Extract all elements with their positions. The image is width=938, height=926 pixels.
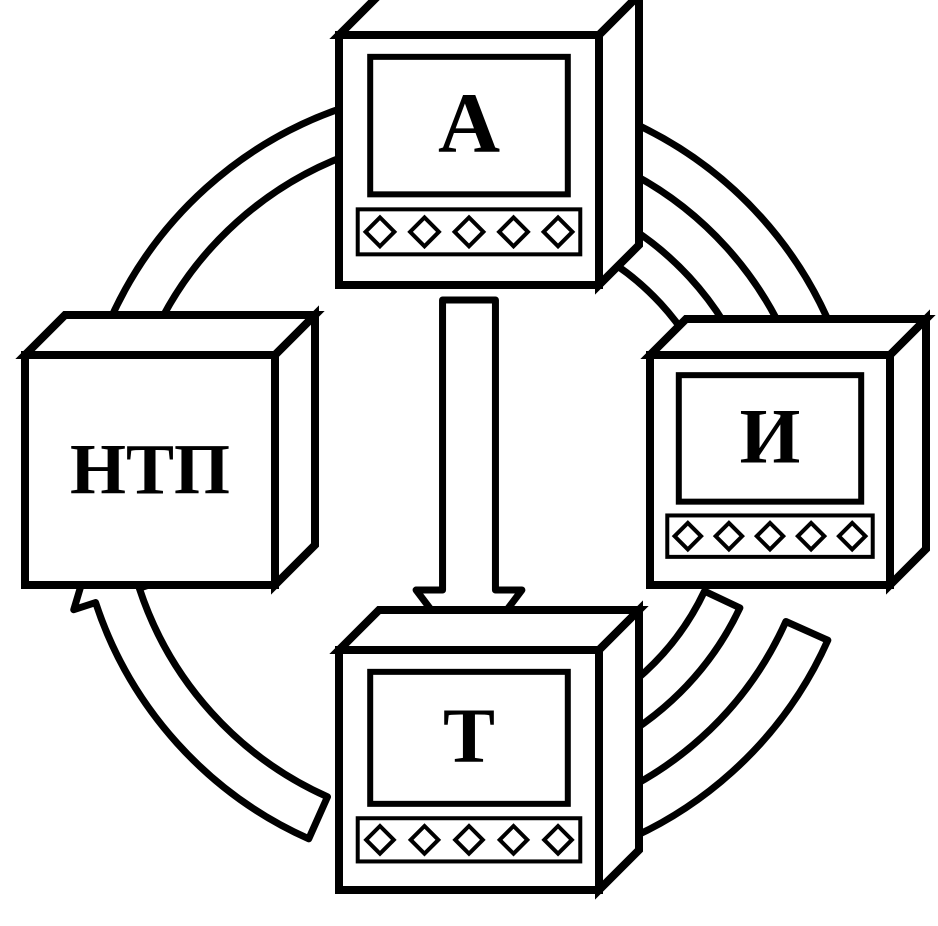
node-label: И [740, 393, 801, 480]
node-label: НТП [70, 430, 230, 510]
node-top: А [339, 0, 639, 285]
diagram-canvas: А И Т НТП [0, 0, 938, 926]
node-label: А [438, 75, 500, 171]
node-left: НТП [25, 315, 315, 585]
node-label: Т [443, 692, 495, 779]
node-bottom: Т [339, 610, 639, 890]
node-right: И [650, 319, 926, 585]
